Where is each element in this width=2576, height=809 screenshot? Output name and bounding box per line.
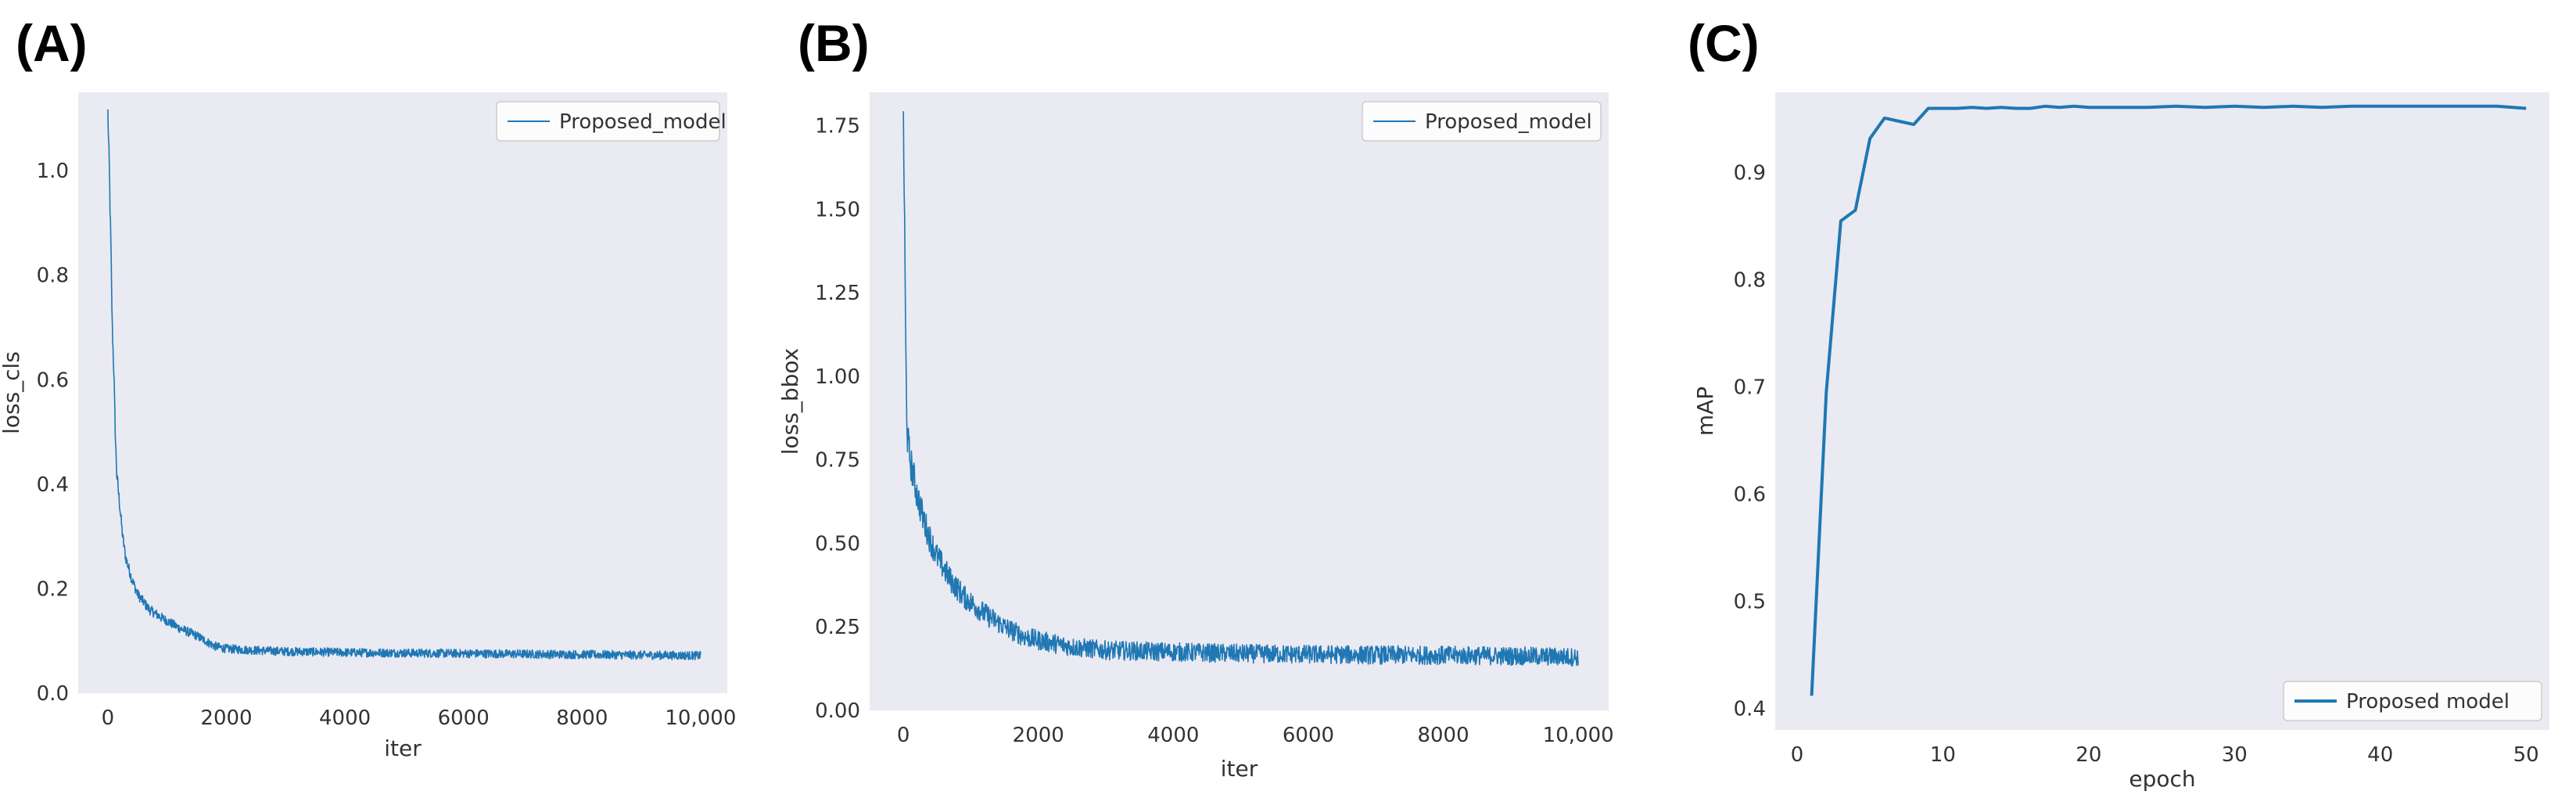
x-axis-label: iter [1221,756,1258,782]
y-tick-label: 0.00 [815,699,860,723]
x-tick-label: 4000 [1147,724,1199,747]
plot-area [870,92,1609,710]
y-tick-label: 1.0 [37,160,69,183]
y-tick-label: 0.7 [1734,376,1766,400]
x-tick-label: 8000 [556,707,608,730]
x-tick-label: 8000 [1417,724,1469,747]
y-axis-label: mAP [1692,387,1718,436]
y-tick-label: 0.0 [37,682,69,706]
panel-label: (A) [16,14,88,72]
y-tick-label: 0.75 [815,449,860,473]
x-tick-label: 6000 [1283,724,1334,747]
x-tick-label: 50 [2513,743,2539,767]
x-axis-label: epoch [2129,766,2195,792]
panel-label: (C) [1688,14,1760,72]
y-tick-label: 1.75 [815,115,860,138]
y-tick-label: 1.50 [815,198,860,221]
x-tick-label: 0 [1791,743,1804,767]
y-tick-label: 0.4 [1734,698,1766,721]
legend-label: Proposed model [2346,690,2510,714]
x-tick-label: 2000 [1013,724,1064,747]
x-tick-label: 6000 [438,707,490,730]
x-tick-label: 10,000 [665,707,736,730]
y-axis-label: loss_bbox [777,348,803,455]
legend [1362,101,1602,142]
y-tick-label: 0.9 [1734,162,1766,185]
y-tick-label: 0.6 [37,369,69,392]
x-tick-label: 20 [2076,743,2101,767]
panel-label: (B) [798,14,870,72]
y-tick-label: 0.50 [815,532,860,556]
chart-panel-1: (B) 0 2000 4000 6000 8000 10,000 0.00 0.25 0.50 0.… [777,14,1614,782]
x-tick-label: 40 [2367,743,2393,767]
x-tick-label: 10 [1930,743,1956,767]
x-tick-label: 0 [102,707,115,730]
x-tick-label: 4000 [319,707,371,730]
y-tick-label: 0.8 [1734,269,1766,293]
series-line [107,109,701,661]
x-tick-label: 30 [2222,743,2248,767]
y-tick-label: 0.8 [37,264,69,288]
legend-label: Proposed_model [1425,110,1592,134]
plot-area [78,92,727,693]
y-tick-label: 0.25 [815,616,860,639]
y-tick-label: 0.4 [37,473,69,497]
legend-label: Proposed_model [559,110,727,134]
y-tick-label: 1.00 [815,365,860,389]
chart-panel-0: (A) 0 2000 4000 6000 8000 10,000 0.0 0.2 0.4 0.6 0.… [0,14,736,761]
chart-panel-2: (C) 0 10 20 30 40 50 0.4 0.5 0.6 0.7 0.8 0.9 epoch mAP… [1688,14,2549,792]
x-tick-label: 0 [897,724,910,747]
y-tick-label: 0.2 [37,577,69,601]
x-tick-label: 10,000 [1543,724,1614,747]
series-line [902,111,1579,667]
x-axis-label: iter [384,735,422,761]
y-tick-label: 0.5 [1734,591,1766,614]
y-axis-label: loss_cls [0,351,24,434]
plot-area [1775,92,2549,730]
legend [2283,681,2542,721]
y-tick-label: 0.6 [1734,484,1766,507]
legend [496,101,720,142]
series-line [1810,104,2527,696]
y-tick-label: 1.25 [815,282,860,305]
x-tick-label: 2000 [200,707,252,730]
